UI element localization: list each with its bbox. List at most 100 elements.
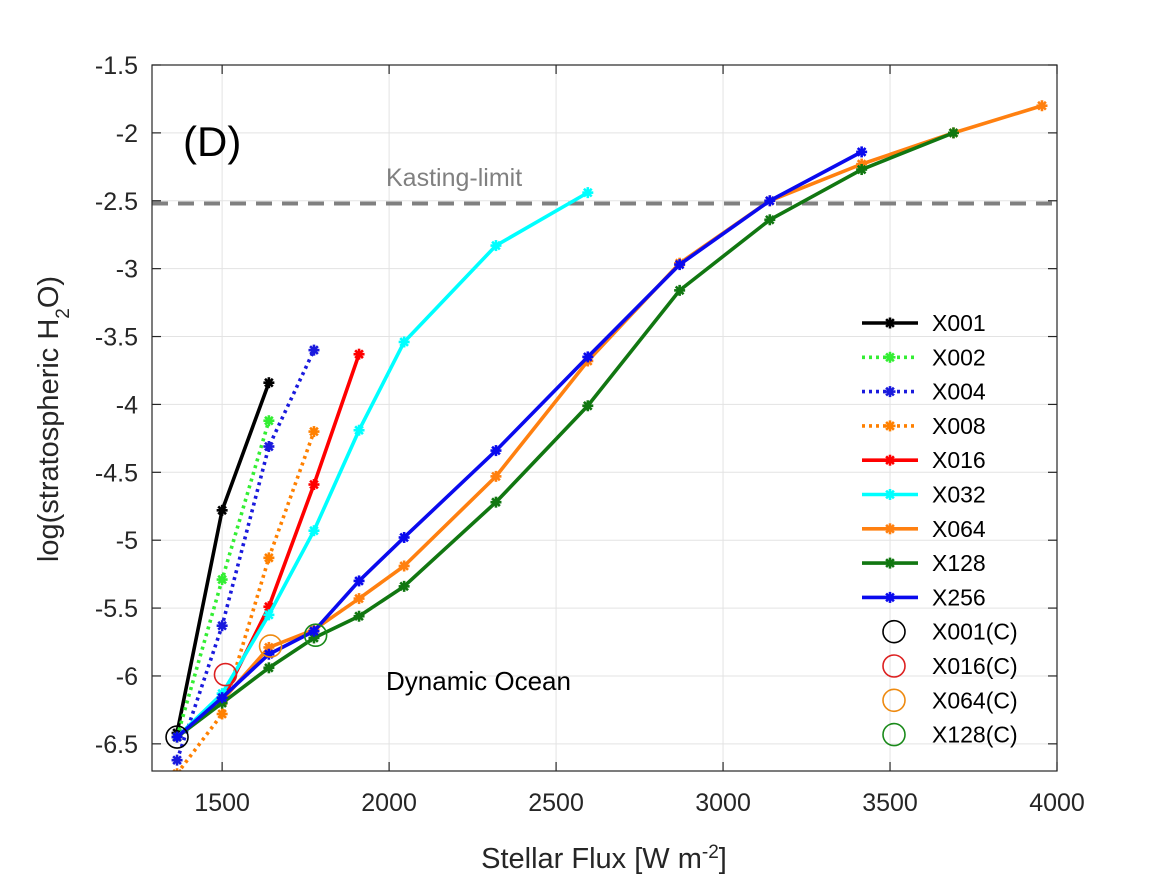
- point-x256: [353, 575, 365, 587]
- point-x256: [398, 531, 410, 543]
- x-axis-label-sup: -2: [702, 842, 719, 863]
- legend-entry-x008: X008: [862, 413, 986, 439]
- legend-marker-x008: [884, 420, 896, 432]
- x-tick-label: 1500: [194, 789, 250, 817]
- legend-label-x001-c: X001(C): [932, 619, 1018, 645]
- y-tick-label: -6: [116, 663, 138, 691]
- point-x064: [490, 470, 502, 482]
- x-tick-label: 3500: [862, 789, 918, 817]
- point-x128: [947, 127, 959, 139]
- legend-marker-x001: [884, 317, 896, 329]
- point-x256: [263, 648, 275, 660]
- point-x128: [764, 214, 776, 226]
- point-x128: [353, 610, 365, 622]
- legend-label-x001: X001: [932, 310, 986, 336]
- series-group: [171, 100, 1048, 771]
- kasting-limit-label: Kasting-limit: [386, 164, 522, 192]
- plot-frame: [151, 64, 1058, 772]
- point-x128: [856, 164, 868, 176]
- dynamic-ocean-label: Dynamic Ocean: [386, 666, 571, 696]
- point-x008: [308, 426, 320, 438]
- legend-marker-x256: [884, 591, 896, 603]
- legend-marker-x016: [884, 454, 896, 466]
- y-tick-label: -6.5: [95, 731, 138, 759]
- legend-marker-x064: [884, 523, 896, 535]
- legend-circle-x128-c: [882, 722, 906, 747]
- legend-circle-x001-c: [882, 619, 906, 644]
- x-tick-label: 3000: [695, 789, 751, 817]
- legend-label-x128: X128: [932, 550, 986, 576]
- x-tick-label: 4000: [1029, 789, 1085, 817]
- legend-entry-x016: X016: [862, 447, 986, 473]
- legend-label-x016-c: X016(C): [932, 653, 1018, 679]
- point-x002: [263, 415, 275, 427]
- legend-label-x128-c: X128(C): [932, 722, 1018, 748]
- y-axis-label-sub: 2: [53, 308, 74, 319]
- point-x008: [216, 708, 228, 720]
- legend-label-x004: X004: [932, 379, 986, 405]
- legend-label-x002: X002: [932, 344, 986, 370]
- legend-entry-x256: X256: [862, 584, 986, 610]
- legend-entry-x064: X064: [862, 516, 986, 542]
- circle-marker-x016-c: [213, 662, 238, 687]
- point-x032: [353, 424, 365, 436]
- point-x064: [1036, 100, 1048, 112]
- plot-background: [152, 65, 1057, 771]
- circle-markers: [165, 623, 328, 749]
- point-x256: [216, 692, 228, 704]
- legend: X001 X002 X004 X008 X016 X032 X064 X128 X256 X001…: [862, 310, 1018, 748]
- point-x032: [263, 609, 275, 621]
- legend-entry-x001: X001: [862, 310, 986, 336]
- legend-marker-x002: [884, 351, 896, 363]
- point-x004: [216, 620, 228, 632]
- x-axis-label: Stellar Flux [W m-2]: [481, 842, 727, 875]
- y-tick-label: -4.5: [95, 459, 138, 487]
- point-x002: [216, 574, 228, 586]
- legend-label-x064: X064: [932, 516, 986, 542]
- series-line-x128: [175, 131, 955, 739]
- point-x004: [308, 344, 320, 356]
- circle-marker-x001-c: [165, 725, 189, 749]
- series-line-x004: [175, 349, 316, 761]
- x-axis-label-main: Stellar Flux [W m: [481, 843, 702, 875]
- y-tick-label: -3: [116, 256, 138, 284]
- legend-marker-x004: [884, 386, 896, 398]
- legend-label-x008: X008: [932, 413, 986, 439]
- y-axis-label: log(stratospheric H2O): [33, 276, 74, 562]
- point-x004: [171, 754, 183, 766]
- legend-circle-x064-c: [882, 688, 906, 713]
- point-x256: [764, 195, 776, 207]
- legend-entry-x128: X128: [862, 550, 986, 576]
- point-x256: [171, 731, 183, 743]
- y-tick-label: -4: [116, 391, 138, 419]
- point-x032: [582, 187, 594, 199]
- point-x256: [490, 445, 502, 457]
- circle-marker-x128-c: [303, 623, 328, 648]
- y-tick-label: -5.5: [95, 595, 138, 623]
- point-x128: [398, 580, 410, 592]
- point-x064: [398, 560, 410, 572]
- point-x001: [216, 504, 228, 516]
- y-tick-label: -5: [116, 527, 138, 555]
- legend-entry-x001-c: X001(C): [882, 619, 1018, 645]
- x-tick-label: 2500: [528, 789, 584, 817]
- legend-entry-x004: X004: [862, 379, 986, 405]
- y-tick-label: -3.5: [95, 324, 138, 352]
- series-line-x008: [176, 430, 316, 771]
- y-axis-label-main: log(stratospheric H: [33, 319, 65, 562]
- point-x256: [308, 625, 320, 637]
- y-tick-label: -2.5: [95, 188, 138, 216]
- point-x008: [263, 552, 275, 564]
- point-x004: [263, 441, 275, 453]
- legend-label-x032: X032: [932, 482, 986, 508]
- y-tick-label: -2: [116, 120, 138, 148]
- point-x128: [674, 284, 686, 296]
- point-x032: [490, 240, 502, 252]
- legend-entry-x032: X032: [862, 482, 986, 508]
- point-x256: [582, 351, 594, 363]
- ticks: 1500 2000 2500 3000 3500 4000 -1.5 -2 -2.5 -3 -3.5…: [95, 52, 1085, 817]
- legend-entry-x016-c: X016(C): [882, 653, 1018, 679]
- point-x128: [582, 400, 594, 412]
- legend-circle-x016-c: [882, 654, 906, 678]
